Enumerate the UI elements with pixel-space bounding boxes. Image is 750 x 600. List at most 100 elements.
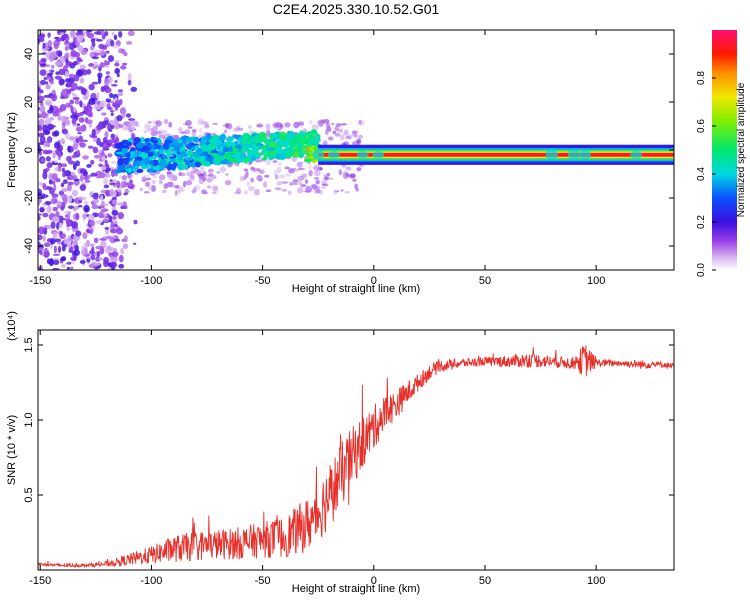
- spectrogram-cell: [134, 165, 140, 169]
- spectrogram-cell: [127, 73, 132, 81]
- y-tick-label: 0: [23, 147, 35, 153]
- spectrogram-cell: [325, 128, 329, 136]
- spectrogram-cell: [84, 179, 91, 183]
- spectrogram-cell: [200, 136, 208, 142]
- spectrogram-cell: [216, 171, 221, 174]
- spectrogram-cell: [281, 180, 287, 185]
- spectrogram-cell: [169, 146, 175, 150]
- spectrogram-cell: [99, 100, 107, 108]
- spectrogram-cell: [202, 176, 207, 182]
- spectrogram-cell: [39, 207, 45, 213]
- spectrogram-cell: [48, 54, 54, 62]
- spectrogram-cell: [38, 234, 43, 241]
- spectrogram-cell: [159, 165, 165, 170]
- spectrogram-cell: [127, 30, 135, 37]
- spectrogram-cell: [123, 235, 128, 243]
- spectrogram-cell: [44, 200, 52, 205]
- spectrogram-cell: [67, 205, 74, 210]
- spectrogram-cell: [219, 134, 227, 141]
- spectrogram-cell: [144, 149, 149, 154]
- spectrogram-cell: [45, 116, 50, 122]
- spectrogram-cell: [75, 137, 80, 143]
- spectrogram-cell: [116, 73, 120, 78]
- spectrogram-cell: [212, 191, 217, 194]
- spectrogram-cell: [294, 182, 298, 186]
- spectrogram-cell: [79, 168, 87, 174]
- x-tick-label: 100: [587, 575, 605, 587]
- spectrogram-cell: [101, 166, 107, 171]
- spectrogram-cell: [90, 201, 95, 205]
- spectrogram-cell: [99, 62, 105, 68]
- spectrogram-cell: [301, 160, 306, 164]
- spectrogram-cell: [65, 81, 73, 88]
- spectrogram-cell: [308, 149, 313, 156]
- spectrogram-cell: [38, 213, 42, 216]
- spectrogram-cell: [93, 154, 101, 159]
- spectrogram-cell: [212, 122, 218, 125]
- spectrogram-cell: [40, 58, 47, 63]
- spectrogram-cell: [195, 170, 202, 175]
- spectrogram-cell: [262, 181, 268, 188]
- spectrogram-cell: [83, 200, 89, 205]
- spectrogram-cell: [180, 186, 184, 190]
- figure-title: C2E4.2025.330.10.52.G01: [273, 1, 440, 17]
- spectrogram-cell: [246, 148, 252, 153]
- spectrogram-cell: [125, 152, 131, 159]
- spectrogram-cell: [334, 132, 341, 137]
- spectrogram-cell: [133, 219, 138, 225]
- spectrogram-cell: [54, 160, 58, 164]
- spectrogram-cell: [55, 50, 60, 55]
- spectrogram-cell: [235, 144, 243, 150]
- spectrogram-cell: [308, 169, 313, 177]
- spectrogram-cell: [109, 40, 115, 47]
- spectrogram-cell: [60, 257, 67, 262]
- spectrogram-cell: [68, 61, 73, 65]
- spectrogram-cell: [74, 99, 80, 105]
- spectrogram-cell: [202, 170, 207, 175]
- spectrogram-cell: [162, 154, 167, 160]
- spectrogram-cell: [40, 79, 47, 86]
- spectrogram-cell: [352, 178, 357, 182]
- spectrogram-cell: [166, 181, 174, 185]
- spectrogram-cell: [103, 178, 109, 185]
- spectrogram-cell: [304, 179, 309, 184]
- spectrogram-cell: [212, 135, 218, 139]
- spectrogram-cell: [93, 104, 101, 110]
- spectrogram-cell: [71, 92, 76, 96]
- spectrogram-band-bulge: [356, 151, 369, 159]
- spectrogram-cell: [85, 256, 92, 259]
- spectrogram-cell: [121, 174, 127, 181]
- spectrogram-cell: [274, 174, 279, 180]
- spectrogram-cell: [46, 224, 52, 230]
- spectrogram-cell: [147, 160, 154, 165]
- spectrogram-cell: [297, 175, 305, 181]
- spectrogram-cell: [185, 171, 193, 177]
- spectrogram-cell: [287, 190, 292, 196]
- spectrogram-cell: [39, 135, 46, 144]
- spectrogram-cell: [44, 143, 50, 147]
- snr-series-line: [38, 345, 674, 569]
- spectrogram-cell: [77, 131, 82, 135]
- spectrogram-cell: [73, 249, 80, 256]
- spectrogram-cell: [40, 158, 45, 163]
- spectrogram-cell: [201, 189, 207, 195]
- spectrogram-cell: [102, 120, 107, 129]
- spectrogram-cell: [224, 153, 232, 160]
- spectrogram-cell: [154, 152, 161, 157]
- spectrogram-cell: [67, 211, 71, 219]
- spectrogram-cell: [71, 189, 79, 197]
- spectrogram-cell: [309, 119, 313, 125]
- spectrogram-cell: [86, 30, 93, 33]
- spectrogram-cell: [142, 158, 150, 165]
- spectrogram-cell: [68, 136, 76, 141]
- spectrogram-cell: [97, 149, 102, 154]
- spectrogram-cell: [70, 246, 74, 251]
- spectrogram-cell: [102, 146, 106, 151]
- spectrogram-cell: [168, 173, 176, 181]
- spectrogram-cell: [38, 201, 41, 206]
- spectrogram-cell: [264, 174, 270, 178]
- spectrogram-cell: [119, 175, 123, 179]
- spectrogram-cell: [70, 49, 77, 58]
- spectrogram-cell: [128, 129, 134, 133]
